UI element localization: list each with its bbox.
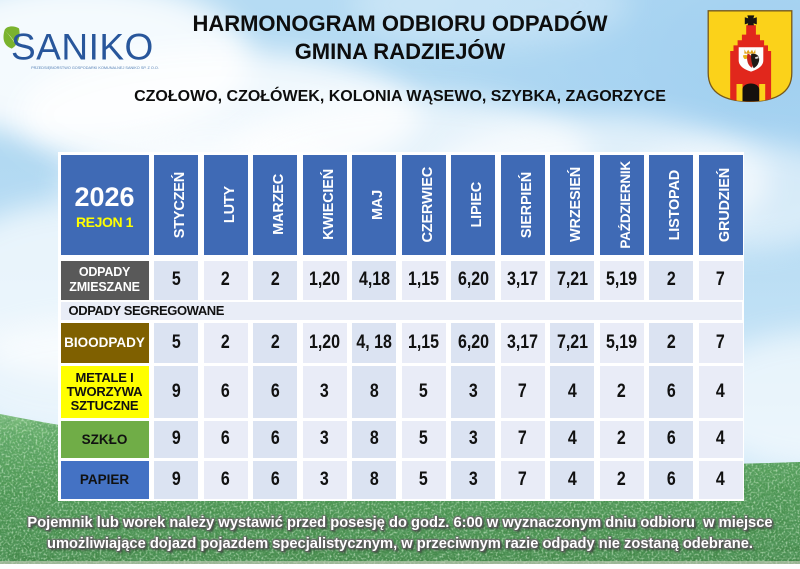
svg-text:SANIKO: SANIKO	[11, 27, 154, 68]
svg-text:PRZEDSIĘBIORSTWO GOSPODARKI KO: PRZEDSIĘBIORSTWO GOSPODARKI KOMUNALNEJ S…	[31, 66, 159, 70]
